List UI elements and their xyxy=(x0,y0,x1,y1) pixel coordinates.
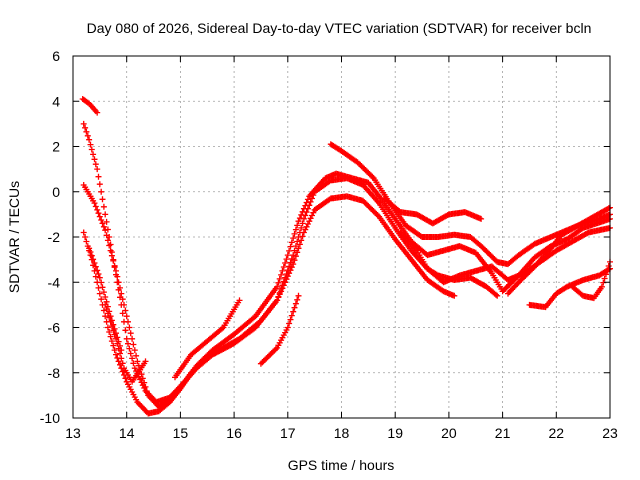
y-tick-label: -4 xyxy=(48,274,61,290)
plus-markers xyxy=(79,96,101,116)
y-tick-label: -8 xyxy=(48,365,61,381)
series-pass-14 xyxy=(257,292,302,367)
series-pass-7 xyxy=(505,204,613,297)
x-tick-label: 22 xyxy=(549,425,565,441)
plus-markers xyxy=(257,292,302,367)
x-tick-label: 15 xyxy=(173,425,189,441)
x-tick-label: 23 xyxy=(602,425,618,441)
series-pass-13 xyxy=(172,297,243,381)
x-axis-ticks: 13 14 15 16 17 18 19 20 21 22 23 xyxy=(65,56,618,441)
plus-markers xyxy=(397,229,501,299)
series-pass-11 xyxy=(102,301,149,385)
x-tick-label: 18 xyxy=(334,425,350,441)
x-tick-label: 13 xyxy=(65,425,81,441)
x-axis-label: GPS time / hours xyxy=(288,457,395,473)
x-tick-label: 20 xyxy=(441,425,457,441)
series-pass-9 xyxy=(569,258,613,302)
plus-markers xyxy=(102,301,149,385)
series-pass-10 xyxy=(397,229,501,299)
series-pass-1 xyxy=(79,96,101,116)
x-tick-label: 14 xyxy=(119,425,135,441)
series-pass-8 xyxy=(526,265,613,311)
y-axis-ticks: -10 -8 -6 -4 -2 0 2 4 6 xyxy=(40,48,610,426)
plus-markers xyxy=(381,195,485,227)
series-pass-6 xyxy=(381,195,485,227)
plus-markers xyxy=(172,297,243,381)
chart-title: Day 080 of 2026, Sidereal Day-to-day VTE… xyxy=(87,20,592,36)
x-tick-label: 19 xyxy=(387,425,403,441)
x-tick-label: 16 xyxy=(226,425,242,441)
series-pass-12 xyxy=(86,245,125,354)
y-tick-label: -2 xyxy=(48,229,61,245)
y-tick-label: -10 xyxy=(40,410,60,426)
y-tick-label: 6 xyxy=(52,48,60,64)
y-tick-label: 2 xyxy=(52,139,60,155)
plus-markers xyxy=(569,258,613,302)
y-tick-label: 0 xyxy=(52,184,60,200)
plus-markers xyxy=(86,245,125,354)
y-tick-label: -6 xyxy=(48,320,61,336)
x-tick-label: 21 xyxy=(495,425,511,441)
y-tick-label: 4 xyxy=(52,93,60,109)
plus-markers xyxy=(526,265,613,311)
y-axis-label: SDTVAR / TECUs xyxy=(6,181,22,293)
data-marks xyxy=(79,96,613,417)
plus-markers xyxy=(505,204,613,297)
x-tick-label: 17 xyxy=(280,425,296,441)
